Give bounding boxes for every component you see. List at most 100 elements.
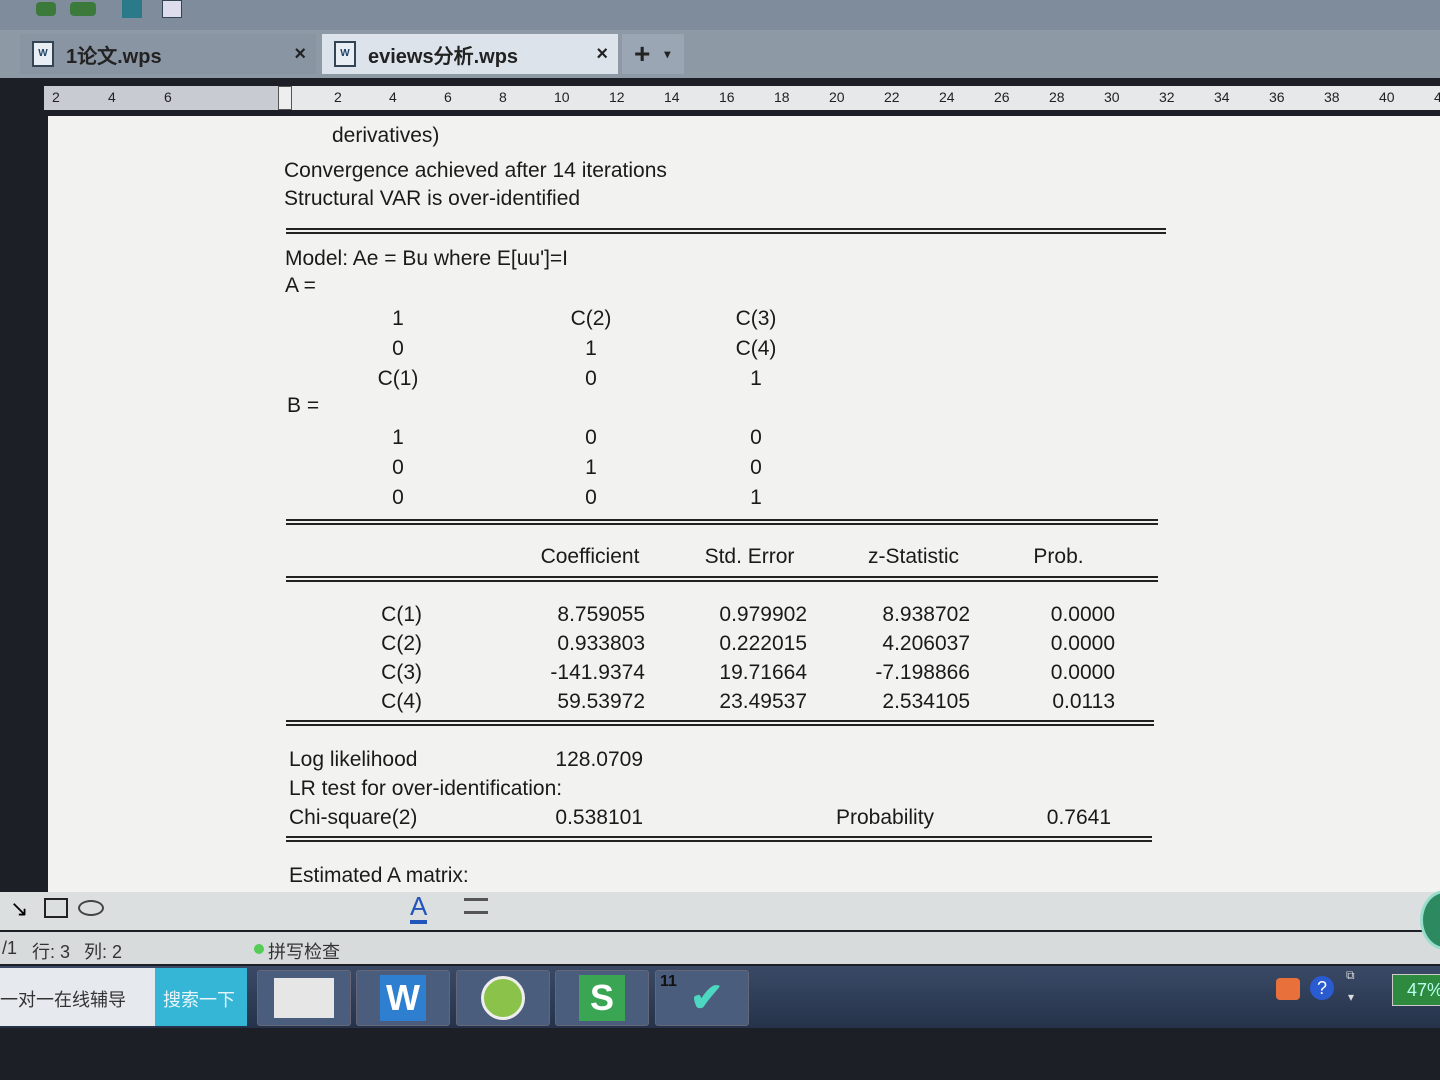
close-tab-button[interactable]: × xyxy=(294,42,306,65)
ad-banner[interactable]: 一对一在线辅导 xyxy=(0,968,155,1026)
tab-label: eviews分析.wps xyxy=(368,45,519,68)
table-cell: 23.49537 xyxy=(719,690,807,713)
ruler[interactable]: 6 4 2 2 4 6 8 10 12 14 16 18 20 22 24 26 28 30 32 34 36 38 40 4… xyxy=(44,86,1440,110)
matrix-cell: 1 xyxy=(750,486,762,509)
ruler-tick: 20 xyxy=(829,89,845,105)
row-label: C(2) xyxy=(381,632,422,655)
ruler-tick: 40 xyxy=(1379,89,1395,105)
column-header: Prob. xyxy=(1033,545,1084,568)
divider xyxy=(286,228,1166,234)
column-header: Coefficient xyxy=(540,545,640,568)
text-line: derivatives) xyxy=(332,124,440,147)
table-cell: 8.938702 xyxy=(882,603,970,626)
tab-label: 1论文.wps xyxy=(66,45,162,68)
search-button[interactable]: 搜索一下 xyxy=(155,968,247,1026)
status-bar: /1 行: 3 列: 2 拼写检查 xyxy=(0,932,1440,964)
taskbar-app-checker[interactable]: 11 ✔ xyxy=(655,970,749,1026)
matrix-cell: 0 xyxy=(392,486,404,509)
spell-check-button[interactable]: 拼写检查 xyxy=(268,942,340,962)
ruler-tick: 16 xyxy=(719,89,735,105)
arrow-tool-icon[interactable]: ↘ xyxy=(10,896,29,921)
line-style-icon[interactable] xyxy=(464,898,488,914)
tab-2-active[interactable]: W eviews分析.wps × xyxy=(322,34,618,74)
ruler-tick: 12 xyxy=(609,89,625,105)
plus-icon: + xyxy=(634,38,651,69)
matrix-cell: C(3) xyxy=(735,307,777,330)
table-cell: 0.979902 xyxy=(719,603,807,626)
ruler-tick: 24 xyxy=(939,89,955,105)
tab-bar: W 1论文.wps × W eviews分析.wps × + ▾ xyxy=(0,30,1440,78)
text-line: Estimated A matrix: xyxy=(289,864,469,887)
quick-toolbar xyxy=(0,0,1440,30)
ruler-tick: 18 xyxy=(774,89,790,105)
probability-label: Probability xyxy=(836,806,935,829)
table-cell: 0.0113 xyxy=(1052,690,1115,713)
ruler-tick: 6 xyxy=(444,89,452,105)
matrix-cell: 1 xyxy=(392,307,404,330)
indent-marker[interactable] xyxy=(278,86,292,110)
divider xyxy=(286,720,1154,726)
a-label: A = xyxy=(285,274,316,297)
document-icon[interactable] xyxy=(162,0,182,18)
matrix-cell: 0 xyxy=(585,426,597,449)
ruler-tick: 26 xyxy=(994,89,1010,105)
matrix-cell: 1 xyxy=(585,456,597,479)
col-indicator: 列: 2 xyxy=(84,942,123,962)
back-icon[interactable] xyxy=(36,2,56,16)
app-icon[interactable] xyxy=(122,0,142,18)
taskbar-app-browser[interactable] xyxy=(456,970,550,1026)
taskbar-app-explorer[interactable] xyxy=(257,970,351,1026)
taskbar-app-wps-writer[interactable]: W xyxy=(356,970,450,1026)
folder-icon xyxy=(274,978,334,1018)
ruler-tick: 42 xyxy=(1434,89,1440,105)
ruler-tick: 30 xyxy=(1104,89,1120,105)
table-cell: 0.0000 xyxy=(1050,661,1115,684)
table-cell: 59.53972 xyxy=(557,690,645,713)
table-cell: 2.534105 xyxy=(882,690,970,713)
matrix-cell: C(2) xyxy=(570,307,612,330)
table-cell: 4.206037 xyxy=(882,632,970,655)
ruler-tick: 38 xyxy=(1324,89,1340,105)
wps-sheet-icon: S xyxy=(579,975,625,1021)
matrix-cell: 1 xyxy=(585,337,597,360)
ellipse-tool-icon[interactable] xyxy=(78,900,104,916)
document-page[interactable] xyxy=(48,116,1440,892)
table-cell: 8.759055 xyxy=(557,603,645,626)
help-icon[interactable]: ? xyxy=(1310,976,1334,1000)
row-label: C(3) xyxy=(381,661,422,684)
column-header: z-Statistic xyxy=(867,545,959,568)
status-dot-icon xyxy=(254,944,264,954)
taskbar-app-wps-sheet[interactable]: S xyxy=(555,970,649,1026)
lr-label: LR test for over-identification: xyxy=(289,777,563,800)
loglik-value: 128.0709 xyxy=(555,748,643,771)
forward-icon[interactable] xyxy=(70,2,96,16)
chi-value: 0.538101 xyxy=(555,806,643,829)
check-icon: ✔ xyxy=(690,976,724,1020)
chevron-down-icon[interactable]: ▾ xyxy=(664,47,671,61)
ruler-tick: 4 xyxy=(108,89,116,105)
table-cell: 0.0000 xyxy=(1050,603,1115,626)
wps-doc-icon: W xyxy=(334,41,356,67)
sogou-ime-icon[interactable] xyxy=(1276,978,1300,1000)
matrix-cell: 1 xyxy=(750,367,762,390)
battery-indicator: 47% xyxy=(1392,974,1440,1006)
rectangle-tool-icon[interactable] xyxy=(44,898,68,918)
restore-icon[interactable]: ⧉ xyxy=(1346,968,1355,982)
table-cell: 0.222015 xyxy=(719,632,807,655)
text-line: Structural VAR is over-identified xyxy=(284,187,581,210)
matrix-cell: 1 xyxy=(392,426,404,449)
row-indicator: 行: 3 xyxy=(32,942,71,962)
close-tab-button[interactable]: × xyxy=(596,42,608,65)
taskbar: 一对一在线辅导 搜索一下 W S 11 ✔ ? ⧉ ▾ 47% xyxy=(0,966,1440,1028)
tab-1[interactable]: W 1论文.wps × xyxy=(20,34,316,74)
matrix-cell: C(1) xyxy=(377,367,419,390)
matrix-cell: 0 xyxy=(750,456,762,479)
table-cell: -141.9374 xyxy=(550,661,645,684)
row-label: C(4) xyxy=(381,690,422,713)
chevron-down-icon[interactable]: ▾ xyxy=(1348,990,1355,1004)
column-header: Std. Error xyxy=(704,545,795,568)
matrix-cell: 0 xyxy=(585,367,597,390)
new-tab-button[interactable]: + ▾ xyxy=(622,34,684,74)
wps-doc-icon: W xyxy=(32,41,54,67)
font-color-icon[interactable]: A xyxy=(410,892,428,924)
